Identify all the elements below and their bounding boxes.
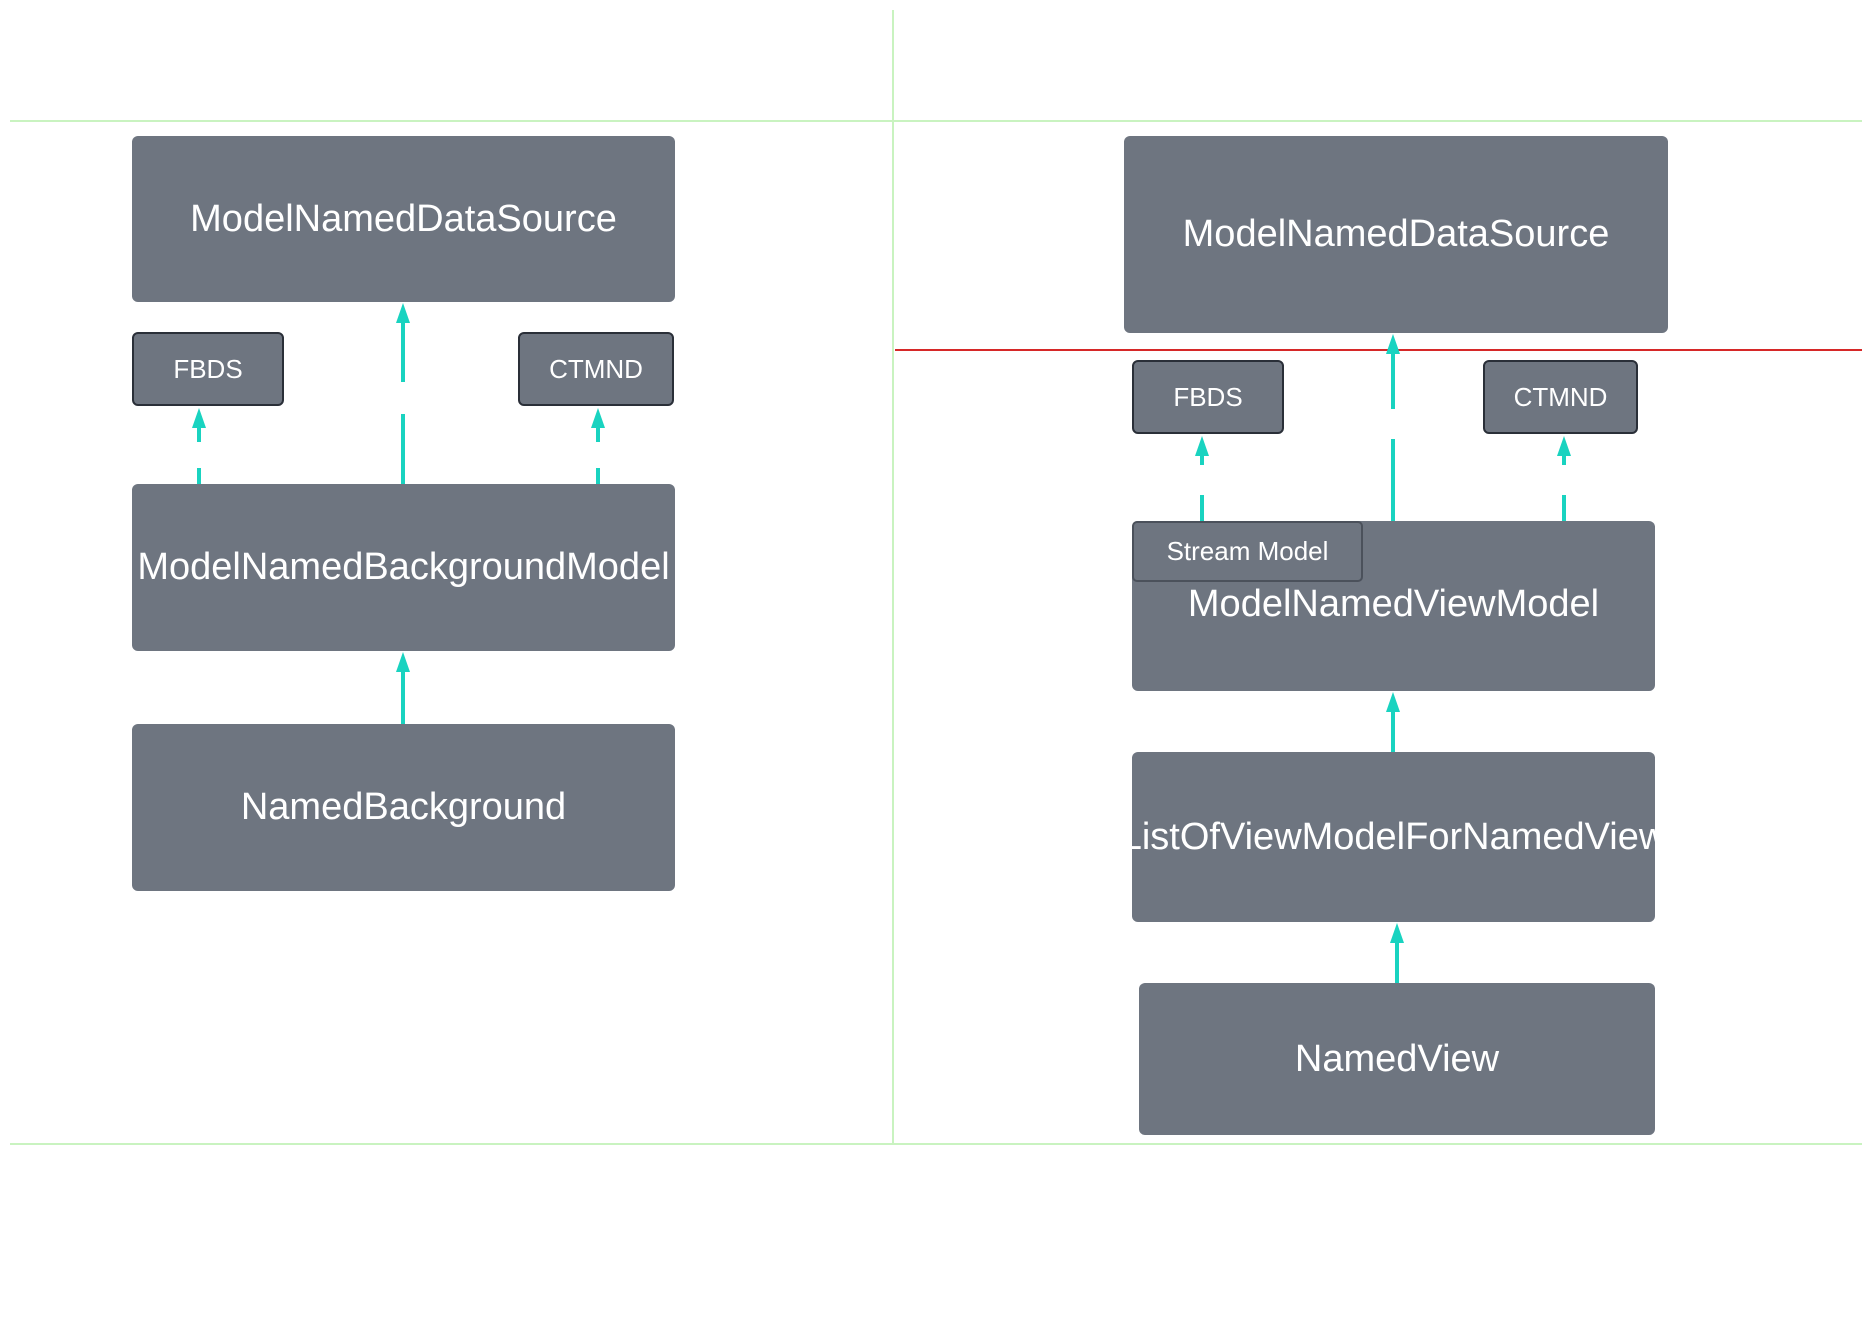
right-list-view-model-label: ListOfViewModelForNamedView <box>1120 815 1667 858</box>
right-list-view-model-node: ListOfViewModelForNamedView <box>1121 752 1666 922</box>
arrowhead-bgmodel-to-ctmnd <box>591 408 605 428</box>
left-background-model-node: ModelNamedBackgroundModel <box>132 484 675 651</box>
right-stream-model-label: Stream Model <box>1166 536 1329 566</box>
right-view-node: NamedView <box>1139 983 1655 1135</box>
arrowhead-background-to-bgmodel <box>396 652 410 672</box>
left-ctmnd-label: CTMND <box>549 353 643 384</box>
arrowhead-list-to-viewmodel <box>1386 692 1400 712</box>
left-background-model-label: ModelNamedBackgroundModel <box>137 546 670 588</box>
right-datasource-node: ModelNamedDataSource <box>1124 136 1668 333</box>
right-fbds-node: FBDS <box>1132 360 1284 434</box>
right-datasource-label: ModelNamedDataSource <box>1182 213 1610 255</box>
right-ctmnd-label: CTMND <box>1513 381 1608 412</box>
left-datasource-node: ModelNamedDataSource <box>132 136 675 302</box>
arrowhead-bgmodel-to-datasource <box>396 303 410 323</box>
right-stream-model-tag: Stream Model <box>1132 521 1363 582</box>
right-view-model-label: ModelNamedViewModel <box>1187 582 1600 625</box>
left-fbds-node: FBDS <box>132 332 284 406</box>
arrowhead-viewmodel-to-datasource <box>1386 334 1400 354</box>
right-fbds-label: FBDS <box>1173 381 1243 412</box>
arrowhead-view-to-list <box>1390 923 1404 943</box>
left-background-label: NamedBackground <box>240 786 567 828</box>
left-background-node: NamedBackground <box>132 724 675 891</box>
left-datasource-label: ModelNamedDataSource <box>190 197 617 240</box>
arrowhead-bgmodel-to-fbds <box>192 408 206 428</box>
arrowhead-viewmodel-to-ctmnd <box>1557 436 1571 456</box>
right-ctmnd-node: CTMND <box>1483 360 1638 434</box>
left-fbds-label: FBDS <box>173 353 243 384</box>
arrowhead-viewmodel-to-fbds <box>1195 436 1209 456</box>
left-ctmnd-node: CTMND <box>518 332 674 406</box>
right-view-label: NamedView <box>1294 1037 1500 1080</box>
